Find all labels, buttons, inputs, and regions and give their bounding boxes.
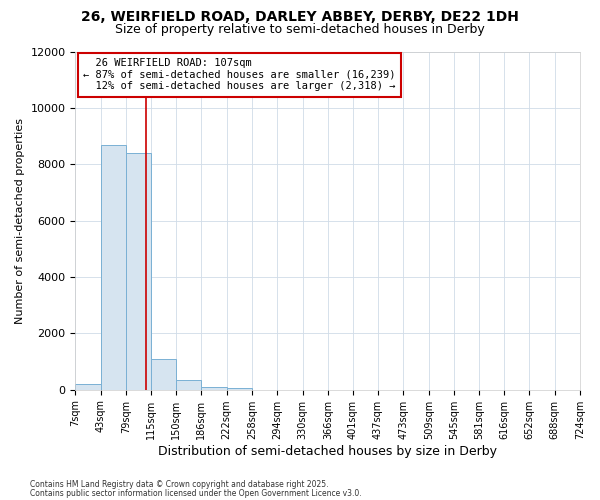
Text: Contains HM Land Registry data © Crown copyright and database right 2025.: Contains HM Land Registry data © Crown c…	[30, 480, 329, 489]
Bar	[101, 144, 126, 390]
Bar	[202, 387, 227, 390]
Bar	[227, 388, 252, 390]
Bar	[151, 358, 176, 390]
Text: Contains public sector information licensed under the Open Government Licence v3: Contains public sector information licen…	[30, 488, 362, 498]
Y-axis label: Number of semi-detached properties: Number of semi-detached properties	[15, 118, 25, 324]
Text: 26, WEIRFIELD ROAD, DARLEY ABBEY, DERBY, DE22 1DH: 26, WEIRFIELD ROAD, DARLEY ABBEY, DERBY,…	[81, 10, 519, 24]
Bar	[176, 380, 202, 390]
X-axis label: Distribution of semi-detached houses by size in Derby: Distribution of semi-detached houses by …	[158, 444, 497, 458]
Text: 26 WEIRFIELD ROAD: 107sqm
← 87% of semi-detached houses are smaller (16,239)
  1: 26 WEIRFIELD ROAD: 107sqm ← 87% of semi-…	[83, 58, 395, 92]
Bar	[76, 384, 101, 390]
Bar	[126, 153, 151, 390]
Text: Size of property relative to semi-detached houses in Derby: Size of property relative to semi-detach…	[115, 22, 485, 36]
